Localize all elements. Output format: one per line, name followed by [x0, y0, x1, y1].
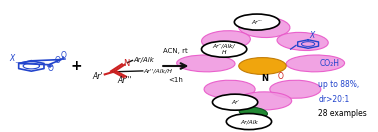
Text: Ar′: Ar′	[231, 100, 239, 105]
Text: ~: ~	[14, 60, 20, 66]
Text: Ar': Ar'	[92, 72, 102, 81]
Text: O: O	[278, 72, 284, 81]
Ellipse shape	[239, 107, 267, 118]
Circle shape	[226, 114, 272, 130]
Text: Ar/Alk: Ar/Alk	[240, 119, 258, 124]
Ellipse shape	[277, 32, 328, 51]
Text: Ar''': Ar'''	[117, 76, 132, 85]
Text: Ar′′′: Ar′′′	[252, 20, 262, 25]
Text: Ar′′/Alk/
H: Ar′′/Alk/ H	[213, 44, 235, 55]
Text: dr>20:1: dr>20:1	[318, 95, 350, 104]
Ellipse shape	[237, 92, 292, 110]
Text: O: O	[60, 51, 66, 60]
Text: 28 examples: 28 examples	[318, 109, 367, 118]
Ellipse shape	[286, 55, 345, 72]
Ellipse shape	[270, 80, 321, 98]
Text: Ar/Alk: Ar/Alk	[133, 56, 154, 63]
Text: up to 88%,: up to 88%,	[318, 80, 359, 89]
Text: <1h: <1h	[168, 77, 183, 83]
Text: CO₂H: CO₂H	[320, 59, 340, 68]
Circle shape	[212, 94, 258, 110]
Ellipse shape	[201, 31, 250, 50]
Text: Ar''/Alk/H: Ar''/Alk/H	[144, 68, 173, 73]
Text: O: O	[48, 64, 53, 73]
Text: O: O	[55, 56, 61, 65]
Text: ACN, rt: ACN, rt	[163, 48, 188, 54]
Text: X: X	[309, 31, 314, 40]
Text: N: N	[261, 74, 268, 83]
Circle shape	[234, 14, 280, 30]
Ellipse shape	[239, 17, 290, 37]
Text: +: +	[70, 59, 82, 73]
Ellipse shape	[204, 80, 255, 98]
Circle shape	[239, 58, 286, 74]
Text: N: N	[123, 59, 129, 68]
Circle shape	[201, 41, 247, 57]
Ellipse shape	[177, 55, 235, 72]
Text: X: X	[10, 54, 15, 63]
